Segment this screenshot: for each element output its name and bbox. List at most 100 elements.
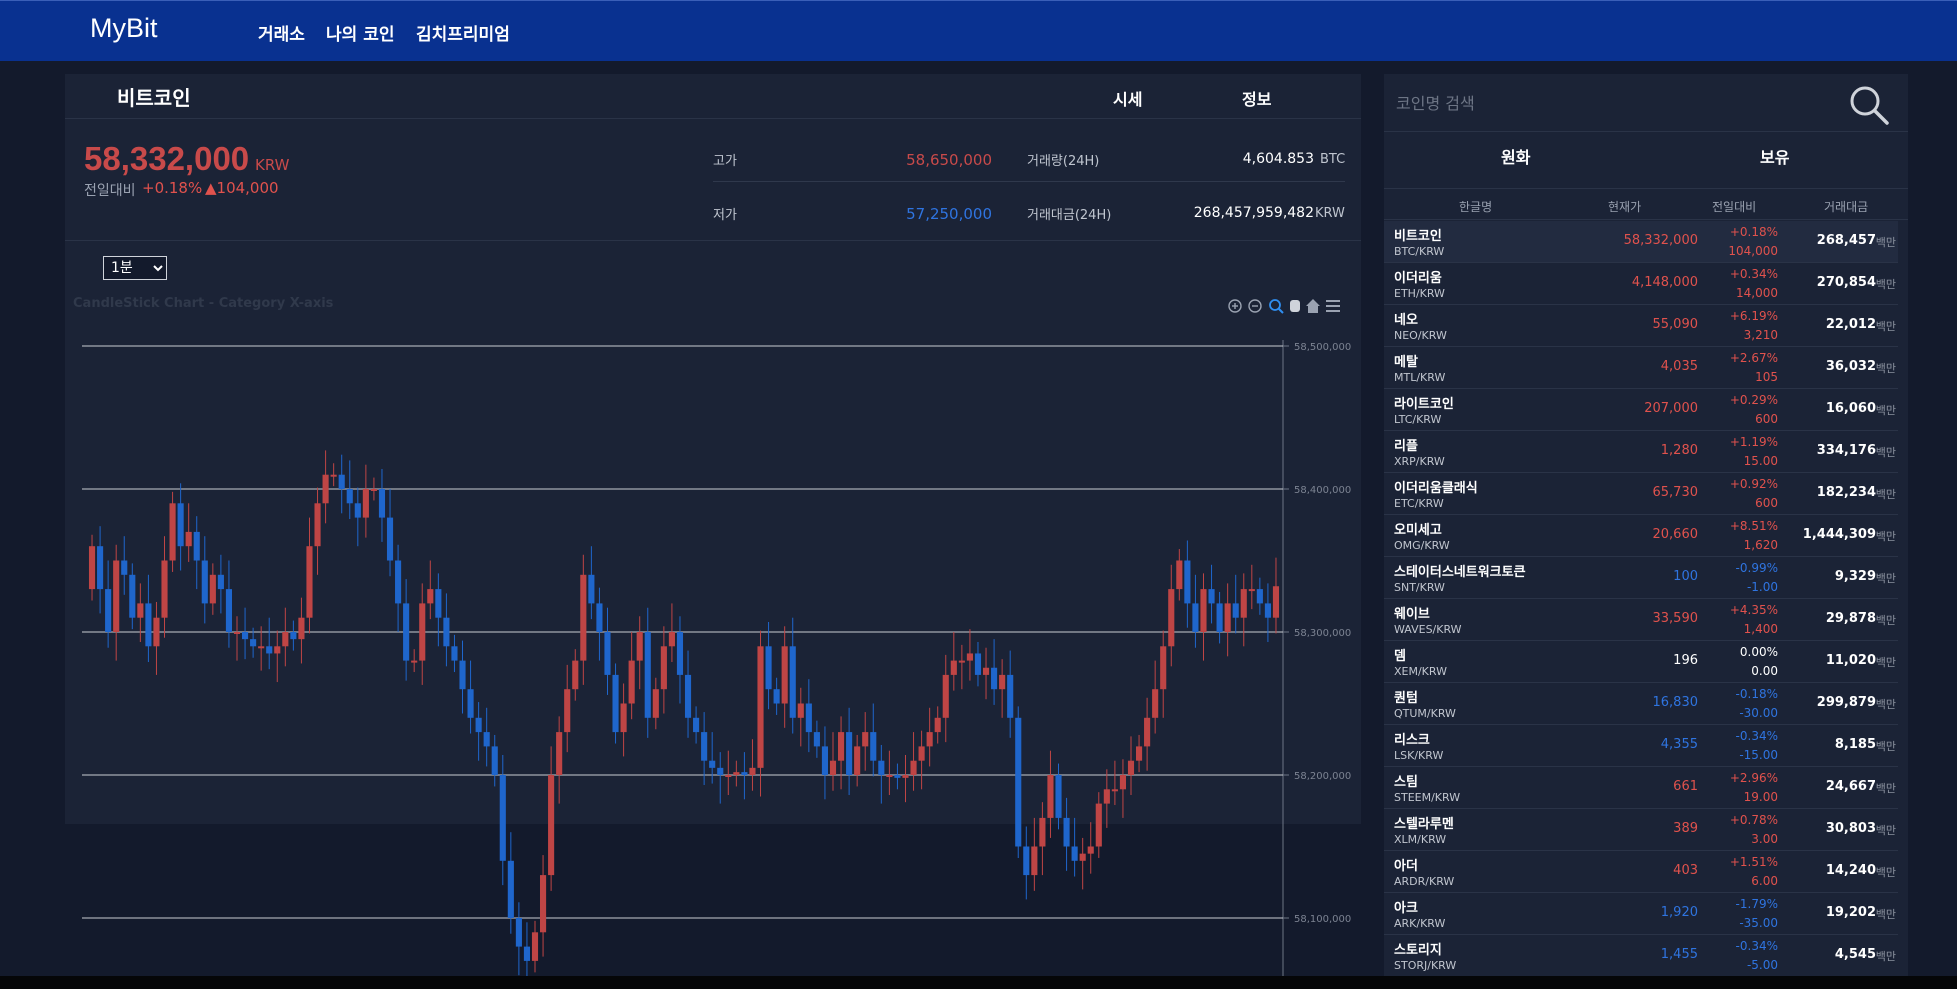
candle[interactable] (1055, 775, 1062, 818)
candle[interactable] (1184, 560, 1191, 604)
candle[interactable] (169, 503, 176, 561)
menu-icon[interactable] (1326, 300, 1340, 312)
candle[interactable] (443, 617, 450, 647)
candle[interactable] (105, 589, 112, 632)
candle[interactable] (483, 732, 490, 747)
zoom-select-icon[interactable] (1269, 299, 1284, 314)
candle[interactable] (910, 760, 917, 775)
candle[interactable] (991, 667, 998, 690)
market-row[interactable]: 이더리움클래식 ETC/KRW 65,730 +0.92% 600 182,234 백만 (1384, 473, 1898, 515)
candle[interactable] (966, 653, 973, 661)
candle[interactable] (467, 689, 474, 718)
candle[interactable] (926, 732, 933, 747)
market-row[interactable]: 비트코인 BTC/KRW 58,332,000 +0.18% 104,000 268,45… (1384, 221, 1898, 263)
candle[interactable] (88, 546, 96, 590)
candle[interactable] (628, 660, 635, 704)
candle[interactable] (1103, 789, 1110, 804)
candle[interactable] (330, 474, 337, 477)
interval-select[interactable]: 1분 (103, 256, 167, 280)
market-row[interactable]: 리플 XRP/KRW 1,280 +1.19% 15.00 334,176 백만 (1384, 431, 1898, 473)
candle[interactable] (999, 674, 1006, 690)
candle[interactable] (717, 767, 724, 775)
candle[interactable] (403, 603, 410, 661)
candle[interactable] (676, 632, 684, 675)
candle[interactable] (894, 775, 901, 778)
market-row[interactable]: 스팀 STEEM/KRW 661 +2.96% 19.00 24,667 백만 (1384, 767, 1898, 809)
candle[interactable] (314, 503, 321, 547)
candle[interactable] (693, 717, 700, 733)
candle[interactable] (427, 589, 434, 604)
candle[interactable] (709, 760, 716, 768)
candle[interactable] (539, 875, 547, 933)
market-row[interactable]: 스토리지 STORJ/KRW 1,455 -0.34% -5.00 4,545 백만 (1384, 935, 1898, 977)
candle[interactable] (1047, 775, 1054, 818)
candle[interactable] (684, 674, 692, 718)
candle[interactable] (282, 632, 289, 647)
candle[interactable] (378, 489, 386, 518)
nav-kimchi-premium[interactable]: 김치프리미엄 (416, 25, 510, 45)
market-row[interactable]: 아더 ARDR/KRW 403 +1.51% 6.00 14,240 백만 (1384, 851, 1898, 893)
candle[interactable] (950, 660, 957, 675)
candle[interactable] (588, 574, 595, 604)
market-row[interactable]: 네오 NEO/KRW 55,090 +6.19% 3,210 22,012 백만 (1384, 305, 1898, 347)
candle[interactable] (233, 632, 241, 634)
candle[interactable] (749, 767, 756, 775)
candle[interactable] (789, 646, 796, 718)
market-row[interactable]: 리스크 LSK/KRW 4,355 -0.34% -15.00 8,185 백만 (1384, 725, 1898, 767)
candle[interactable] (362, 489, 369, 518)
candle[interactable] (459, 660, 466, 690)
candle[interactable] (1007, 674, 1014, 718)
market-row[interactable]: 스테이터스네트워크토큰 SNT/KRW 100 -0.99% -1.00 9,329 백만 (1384, 557, 1898, 599)
candle[interactable] (250, 639, 257, 647)
header-volume[interactable]: 거래대금 (1824, 200, 1869, 214)
candle[interactable] (870, 732, 877, 761)
candle[interactable] (1208, 589, 1215, 604)
candle[interactable] (580, 574, 587, 661)
candle[interactable] (1111, 789, 1118, 792)
candle[interactable] (153, 617, 160, 647)
candle[interactable] (1063, 817, 1070, 847)
candle[interactable] (274, 646, 281, 654)
candle[interactable] (338, 474, 345, 489)
candle[interactable] (258, 646, 265, 649)
candle[interactable] (1200, 589, 1207, 632)
candle[interactable] (668, 632, 675, 647)
candle[interactable] (741, 772, 748, 775)
candle[interactable] (531, 932, 539, 961)
candle[interactable] (974, 653, 982, 675)
candle[interactable] (596, 603, 603, 632)
candle[interactable] (1192, 603, 1199, 632)
candle[interactable] (346, 489, 353, 504)
search-icon[interactable] (1848, 84, 1890, 126)
candle[interactable] (1160, 646, 1167, 690)
candle[interactable] (620, 703, 627, 733)
candle[interactable] (1119, 775, 1127, 790)
candle[interactable] (1039, 817, 1046, 847)
market-row[interactable]: 아크 ARK/KRW 1,920 -1.79% -35.00 19,202 백만 (1384, 893, 1898, 935)
candle[interactable] (556, 732, 563, 775)
candle[interactable] (1135, 746, 1143, 761)
candle[interactable] (942, 674, 949, 718)
market-row[interactable]: 뎀 XEM/KRW 196 0.00% 0.00 11,020 백만 (1384, 641, 1898, 683)
candle[interactable] (862, 732, 869, 747)
candle[interactable] (757, 646, 764, 768)
candle[interactable] (411, 660, 418, 663)
candle[interactable] (1079, 853, 1086, 861)
header-change[interactable]: 전일대비 (1712, 200, 1757, 214)
market-row[interactable]: 오미세고 OMG/KRW 20,660 +8.51% 1,620 1,444,309 백만 (1384, 515, 1898, 557)
candle[interactable] (636, 632, 643, 661)
candle[interactable] (548, 775, 555, 876)
candle[interactable] (1272, 586, 1280, 618)
candle[interactable] (1071, 846, 1078, 861)
candle[interactable] (209, 574, 216, 604)
candle[interactable] (797, 703, 804, 718)
candle[interactable] (306, 546, 313, 618)
candle[interactable] (419, 603, 426, 661)
candle[interactable] (878, 760, 885, 775)
candle[interactable] (161, 560, 168, 618)
candle[interactable] (837, 732, 845, 761)
candle[interactable] (1168, 589, 1175, 647)
candle[interactable] (854, 746, 861, 775)
candle[interactable] (137, 603, 144, 618)
candle[interactable] (298, 617, 305, 640)
